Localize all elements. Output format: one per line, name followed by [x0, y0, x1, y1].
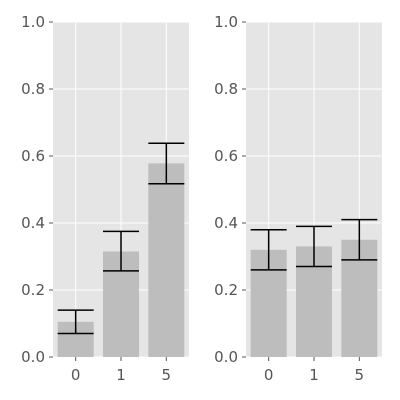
- error-bar-0: [57, 309, 94, 335]
- y-tick-label: 0.4: [21, 214, 45, 232]
- y-tick-label: 0.6: [214, 147, 238, 165]
- x-tick-label: 0: [264, 366, 274, 384]
- x-tick-label: 1: [116, 366, 126, 384]
- y-tick-label: 0.0: [21, 348, 45, 366]
- bar-5: [148, 163, 185, 357]
- chart-panel-1: 0.0 0.2 0.4 0.6 0.8 1.0 0 1 5: [21, 13, 189, 384]
- error-bar-0: [250, 228, 287, 271]
- x-tick-label: 5: [162, 366, 172, 384]
- error-bar-5: [341, 218, 378, 261]
- error-bar-1: [103, 230, 139, 272]
- y-tick-label: 1.0: [21, 13, 45, 31]
- error-bar-1: [296, 225, 332, 268]
- y-tick-label: 0.8: [21, 80, 45, 98]
- chart-panel-2: 0.0 0.2 0.4 0.6 0.8 1.0 0 1 5: [214, 13, 382, 384]
- y-tick-label: 1.0: [214, 13, 238, 31]
- x-tick-label: 0: [71, 366, 81, 384]
- y-tick-label: 0.0: [214, 348, 238, 366]
- x-tick-label: 1: [309, 366, 319, 384]
- y-tick-label: 0.6: [21, 147, 45, 165]
- x-tick-label: 5: [355, 366, 365, 384]
- y-tick-label: 0.2: [214, 281, 238, 299]
- error-bar-5: [148, 142, 185, 185]
- y-tick-label: 0.2: [21, 281, 45, 299]
- y-tick-label: 0.4: [214, 214, 238, 232]
- y-tick-label: 0.8: [214, 80, 238, 98]
